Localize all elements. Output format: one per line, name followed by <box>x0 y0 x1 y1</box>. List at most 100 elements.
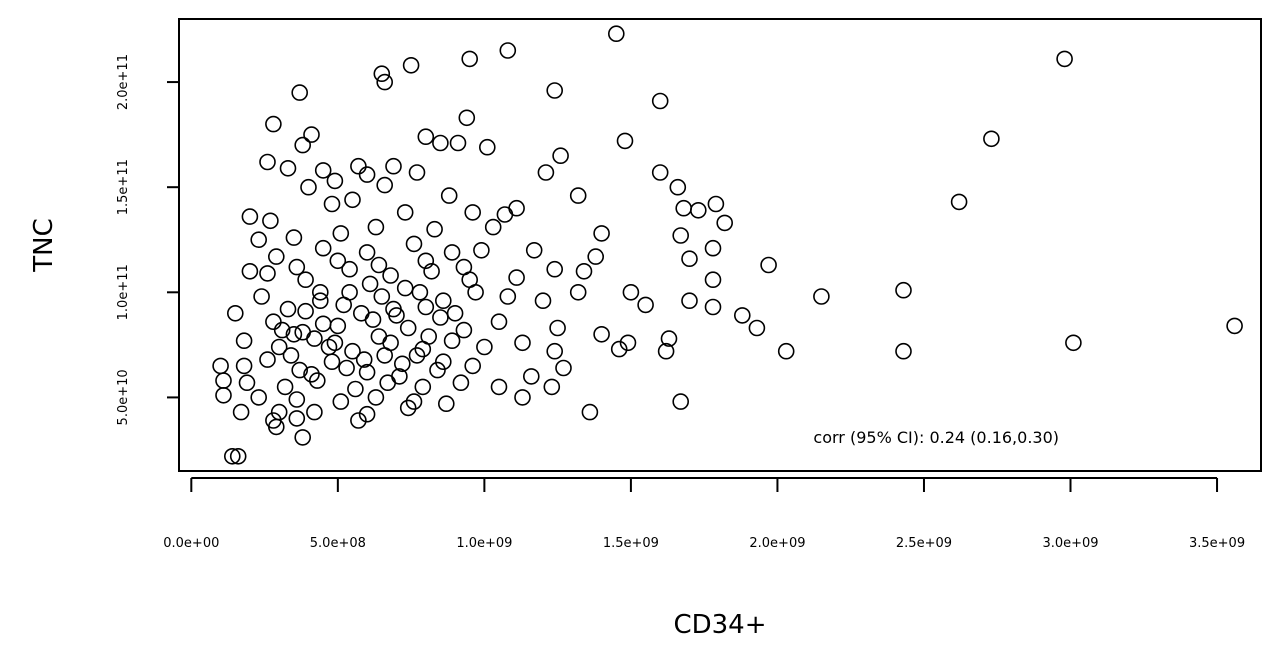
x-tick-label: 2.0e+09 <box>749 536 805 551</box>
data-point <box>437 395 455 413</box>
data-point <box>689 202 707 219</box>
data-point <box>619 334 637 352</box>
data-point <box>332 225 350 242</box>
data-point <box>405 393 423 410</box>
data-point <box>259 265 276 282</box>
data-point <box>259 153 276 171</box>
data-point <box>569 283 587 301</box>
data-point <box>350 412 367 429</box>
data-point <box>490 313 508 331</box>
y-axis: 5.0e+10 1.0e+11 1.5e+11 2.0e+11 <box>116 54 179 425</box>
data-point <box>338 359 355 377</box>
data-point <box>235 332 253 350</box>
data-point <box>367 218 385 236</box>
data-point <box>681 250 698 268</box>
data-point <box>1065 334 1082 352</box>
data-point <box>291 84 309 101</box>
data-point <box>238 374 256 392</box>
data-point <box>508 199 525 217</box>
data-point <box>279 300 297 318</box>
data-point <box>669 178 687 196</box>
data-point <box>581 403 599 421</box>
data-point <box>543 378 561 396</box>
data-point <box>376 73 394 91</box>
plot-frame <box>178 18 1262 472</box>
data-point <box>215 372 232 389</box>
data-point <box>777 342 795 360</box>
x-tick-label: 3.0e+09 <box>1042 536 1098 551</box>
data-point <box>306 330 323 347</box>
data-point <box>265 313 282 331</box>
correlation-annotation: corr (95% CI): 0.24 (0.16,0.30) <box>813 428 1059 447</box>
data-point <box>733 307 751 324</box>
data-point <box>399 399 417 417</box>
data-point <box>393 355 411 373</box>
data-point <box>1056 50 1073 68</box>
data-point <box>657 342 675 360</box>
data-point <box>534 292 552 310</box>
data-points <box>212 25 1243 465</box>
data-point <box>426 220 443 238</box>
data-point <box>417 128 435 145</box>
data-point <box>408 164 426 181</box>
data-point <box>508 269 525 286</box>
x-tick-label: 3.5e+09 <box>1189 536 1245 551</box>
data-point <box>672 227 690 244</box>
x-tick-label: 2.5e+09 <box>896 536 952 551</box>
data-point <box>552 147 569 164</box>
data-point <box>250 231 268 248</box>
data-point <box>391 368 408 385</box>
data-point <box>496 206 514 223</box>
data-point <box>267 248 285 265</box>
data-point <box>704 239 722 257</box>
data-point <box>273 321 291 339</box>
data-point <box>484 218 502 236</box>
data-point <box>314 315 332 333</box>
data-point <box>455 258 473 276</box>
data-point <box>306 403 323 421</box>
data-point <box>443 244 461 261</box>
data-point <box>432 309 449 326</box>
data-point <box>364 311 382 328</box>
data-point <box>279 160 297 177</box>
data-point <box>291 361 309 379</box>
data-point <box>405 235 423 253</box>
data-point <box>373 65 391 82</box>
data-point <box>303 126 320 143</box>
y-tick-label: 1.0e+11 <box>116 264 131 320</box>
data-point <box>440 187 458 204</box>
x-tick-label: 1.0e+09 <box>456 536 512 551</box>
data-point <box>385 300 402 318</box>
data-point <box>396 204 414 221</box>
data-point <box>473 242 490 259</box>
data-point <box>950 193 968 211</box>
data-point <box>232 403 250 421</box>
data-point <box>490 378 508 396</box>
data-point <box>651 92 669 110</box>
data-point <box>379 374 397 392</box>
data-point <box>1226 317 1243 335</box>
data-point <box>467 283 484 301</box>
data-point <box>525 242 543 259</box>
data-point <box>227 304 244 322</box>
data-point <box>350 157 367 175</box>
data-point <box>382 267 399 284</box>
data-point <box>352 304 370 322</box>
data-point <box>499 42 517 59</box>
x-axis-title: CD34+ <box>673 610 766 640</box>
data-point <box>215 386 232 404</box>
data-point <box>270 338 288 356</box>
data-point <box>458 109 476 127</box>
data-point <box>411 283 429 301</box>
data-point <box>446 304 464 322</box>
data-point <box>895 281 912 299</box>
data-point <box>555 359 572 377</box>
data-point <box>432 134 449 152</box>
data-point <box>587 248 605 265</box>
data-point <box>332 393 350 410</box>
y-tick-label: 5.0e+10 <box>116 369 131 425</box>
data-point <box>449 134 467 152</box>
data-point <box>344 342 361 360</box>
data-point <box>329 252 347 270</box>
data-point <box>347 380 364 398</box>
